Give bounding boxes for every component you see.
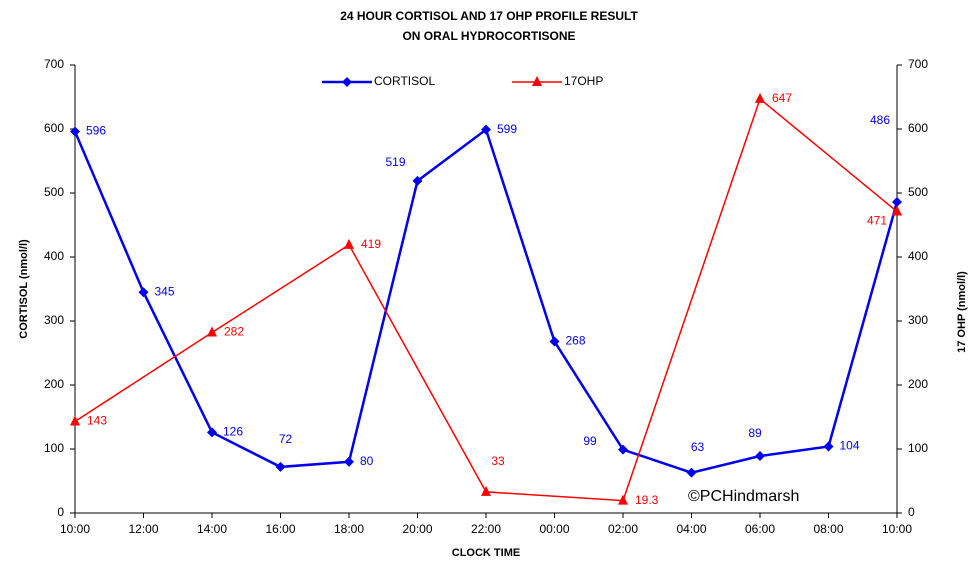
x-tick-label: 12:00 (128, 522, 158, 536)
y-tick-label: 0 (57, 505, 64, 519)
y2-tick-label: 500 (908, 185, 928, 199)
x-tick-label: 08:00 (813, 522, 843, 536)
data-label: 72 (279, 432, 293, 446)
marker (70, 126, 80, 137)
x-tick-label: 10:00 (882, 522, 912, 536)
data-label: 89 (748, 426, 762, 440)
y2-tick-label: 0 (908, 505, 915, 519)
data-label: 647 (772, 91, 792, 105)
legend-marker (342, 77, 352, 87)
data-label: 19.3 (635, 493, 659, 507)
y-tick-label: 100 (44, 441, 64, 455)
y-tick-label: 300 (44, 313, 64, 327)
x-tick-label: 22:00 (471, 522, 501, 536)
line (74, 97, 898, 502)
y2-tick-label: 700 (908, 57, 928, 71)
marker (755, 451, 765, 462)
data-label: 345 (155, 284, 175, 298)
marker (481, 485, 491, 496)
legend-marker (532, 76, 542, 86)
y2-tick-label: 300 (908, 313, 928, 327)
y-tick-label: 200 (44, 377, 64, 391)
y-axis-title: CORTISOL (nmol/l) (18, 239, 30, 339)
legend-label: 17OHP (564, 74, 603, 88)
x-axis-title: CLOCK TIME (452, 547, 520, 559)
marker (275, 461, 286, 472)
marker (549, 336, 560, 347)
data-label: 282 (224, 325, 244, 339)
x-tick-label: 18:00 (334, 522, 364, 536)
x-tick-label: 00:00 (539, 522, 569, 536)
marker (686, 467, 697, 478)
data-label: 268 (566, 334, 586, 348)
x-tick-label: 02:00 (608, 522, 638, 536)
data-label: 80 (360, 454, 374, 468)
y2-tick-label: 400 (908, 249, 928, 263)
x-tick-label: 16:00 (265, 522, 295, 536)
legend-label: CORTISOL (374, 74, 435, 88)
marker (138, 287, 149, 298)
line (73, 127, 899, 474)
marker (892, 205, 902, 216)
marker (207, 326, 217, 337)
data-label: 486 (870, 113, 890, 127)
marker (344, 238, 354, 249)
y2-tick-label: 600 (908, 121, 928, 135)
marker (823, 441, 834, 452)
data-label: 33 (491, 454, 505, 468)
y-tick-label: 600 (44, 121, 64, 135)
marker (481, 124, 491, 135)
annotation: ©PCHindmarsh (688, 488, 799, 505)
marker (70, 415, 80, 426)
marker (207, 427, 217, 438)
marker (412, 175, 423, 186)
y-tick-label: 400 (44, 249, 64, 263)
data-label: 596 (86, 124, 106, 138)
chart-title: ON ORAL HYDROCORTISONE (402, 29, 575, 43)
marker (892, 196, 902, 207)
data-label: 63 (691, 440, 705, 454)
data-label: 99 (583, 434, 597, 448)
data-label: 471 (867, 214, 887, 228)
data-label: 126 (223, 425, 243, 439)
y2-tick-label: 200 (908, 377, 928, 391)
y2-tick-label: 100 (908, 441, 928, 455)
marker (618, 494, 628, 505)
data-label: 419 (361, 237, 381, 251)
y-tick-label: 700 (44, 57, 64, 71)
x-tick-label: 20:00 (402, 522, 432, 536)
y2-axis-title: 17 OHP (nmol/l) (956, 271, 968, 353)
y-tick-label: 500 (44, 185, 64, 199)
chart-title: 24 HOUR CORTISOL AND 17 OHP PROFILE RESU… (340, 9, 638, 23)
x-tick-label: 04:00 (676, 522, 706, 536)
data-label: 519 (385, 155, 405, 169)
marker (755, 92, 765, 103)
data-label: 599 (497, 122, 517, 136)
data-label: 104 (840, 439, 860, 453)
marker (344, 456, 354, 467)
data-label: 143 (87, 414, 107, 428)
x-tick-label: 14:00 (197, 522, 227, 536)
marker (618, 444, 628, 455)
x-tick-label: 06:00 (745, 522, 775, 536)
x-tick-label: 10:00 (60, 522, 90, 536)
